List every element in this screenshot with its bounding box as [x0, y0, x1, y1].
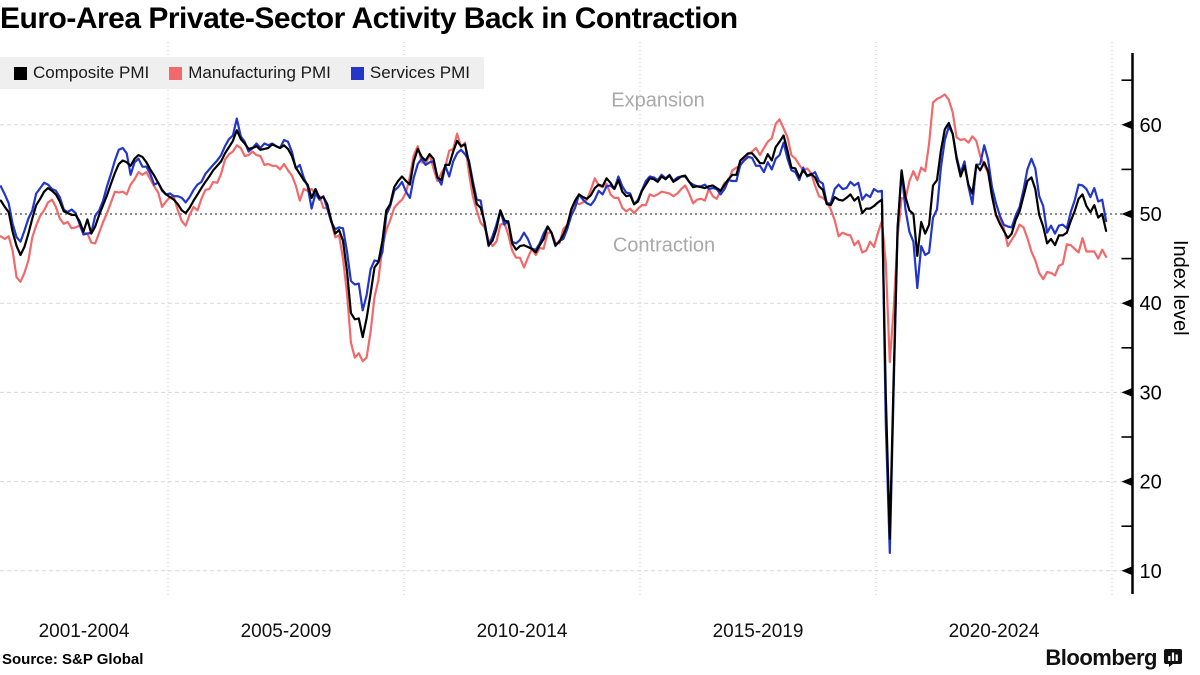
services-swatch-icon	[350, 66, 364, 80]
contraction-label: Contraction	[612, 234, 716, 257]
legend-label-composite: Composite PMI	[33, 63, 150, 82]
y-major-tick-60	[1121, 120, 1133, 130]
x-label-2015-2019: 2015-2019	[712, 621, 804, 642]
y-axis-title: Index level	[1169, 240, 1191, 336]
y-tick-label-50: 50	[1140, 204, 1162, 226]
x-label-2005-2009: 2005-2009	[240, 621, 332, 642]
manufacturing-swatch-icon	[169, 66, 183, 80]
y-tick-label-30: 30	[1140, 382, 1162, 404]
y-tick-label-40: 40	[1140, 293, 1162, 315]
page-title: Euro-Area Private-Sector Activity Back i…	[0, 2, 738, 35]
bloomberg-logo: Bloomberg	[1045, 645, 1182, 671]
y-major-tick-40	[1121, 298, 1133, 308]
chart-legend: Composite PMI Manufacturing PMI Services…	[0, 57, 485, 89]
legend-item-manufacturing: Manufacturing PMI	[169, 63, 331, 83]
x-label-2020-2024: 2020-2024	[948, 621, 1040, 642]
bloomberg-wordmark: Bloomberg	[1045, 645, 1157, 670]
y-major-tick-20	[1121, 477, 1133, 487]
source-credit: Source: S&P Global	[2, 651, 144, 668]
y-tick-label-10: 10	[1140, 561, 1162, 583]
expansion-label: Expansion	[611, 89, 705, 112]
x-label-2001-2004: 2001-2004	[38, 621, 130, 642]
y-major-tick-30	[1121, 387, 1133, 397]
legend-item-composite: Composite PMI	[14, 63, 149, 83]
composite-pmi-line	[0, 121, 1108, 540]
bloomberg-bars-icon	[1164, 649, 1182, 667]
legend-item-services: Services PMI	[350, 63, 471, 83]
legend-label-manufacturing: Manufacturing PMI	[188, 63, 331, 82]
manufacturing-pmi-line	[0, 93, 1108, 364]
x-label-2010-2014: 2010-2014	[476, 621, 568, 642]
y-major-tick-50	[1121, 209, 1133, 219]
composite-swatch-icon	[14, 66, 27, 80]
y-tick-label-20: 20	[1140, 472, 1162, 494]
y-major-tick-10	[1121, 566, 1133, 576]
y-tick-label-60: 60	[1140, 115, 1162, 137]
legend-label-services: Services PMI	[369, 63, 471, 82]
services-pmi-line	[0, 117, 1108, 555]
